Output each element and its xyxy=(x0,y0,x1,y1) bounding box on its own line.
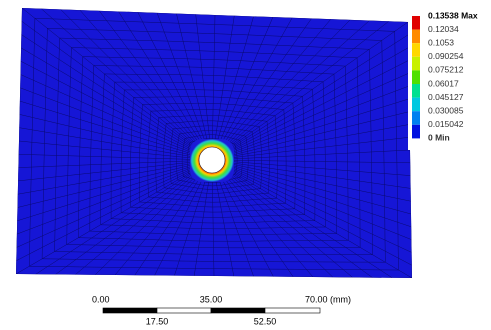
legend-swatch xyxy=(412,30,420,44)
scale-segment xyxy=(157,308,211,313)
legend-label: 0.090254 xyxy=(428,51,464,61)
scale-segment xyxy=(103,308,157,313)
scale-segment xyxy=(265,308,320,313)
legend-label: 0.13538 Max xyxy=(428,10,478,20)
legend-label: 0.015042 xyxy=(428,119,464,129)
scale-label: 52.50 xyxy=(254,316,277,326)
legend-label: 0.12034 xyxy=(428,24,459,34)
scale-segment xyxy=(211,308,265,313)
legend-swatch xyxy=(412,57,420,71)
viewport: 0.13538 Max 0.12034 0.1053 0.090254 0.075212… xyxy=(0,0,491,330)
scale-label: 0.00 xyxy=(92,294,110,304)
legend: 0.13538 Max 0.12034 0.1053 0.090254 0.075212… xyxy=(408,8,491,150)
legend-label: 0 Min xyxy=(428,133,450,143)
legend-label: 0.030085 xyxy=(428,105,464,115)
legend-swatch xyxy=(412,84,420,98)
legend-swatch xyxy=(412,98,420,112)
legend-label: 0.045127 xyxy=(428,92,464,102)
legend-swatch xyxy=(412,70,420,84)
scale-label: 17.50 xyxy=(146,316,169,326)
legend-swatch xyxy=(412,125,420,139)
legend-swatch xyxy=(412,43,420,57)
scale-label: 70.00 (mm) xyxy=(305,294,351,304)
legend-label: 0.075212 xyxy=(428,65,464,75)
legend-swatch xyxy=(412,111,420,125)
scale-label: 35.00 xyxy=(200,294,223,304)
scale-bar: 0.00 35.00 70.00 (mm) 17.50 52.50 xyxy=(92,294,351,326)
legend-label: 0.1053 xyxy=(428,37,454,47)
hole xyxy=(199,147,225,173)
legend-swatch xyxy=(412,16,420,30)
legend-label: 0.06017 xyxy=(428,78,459,88)
